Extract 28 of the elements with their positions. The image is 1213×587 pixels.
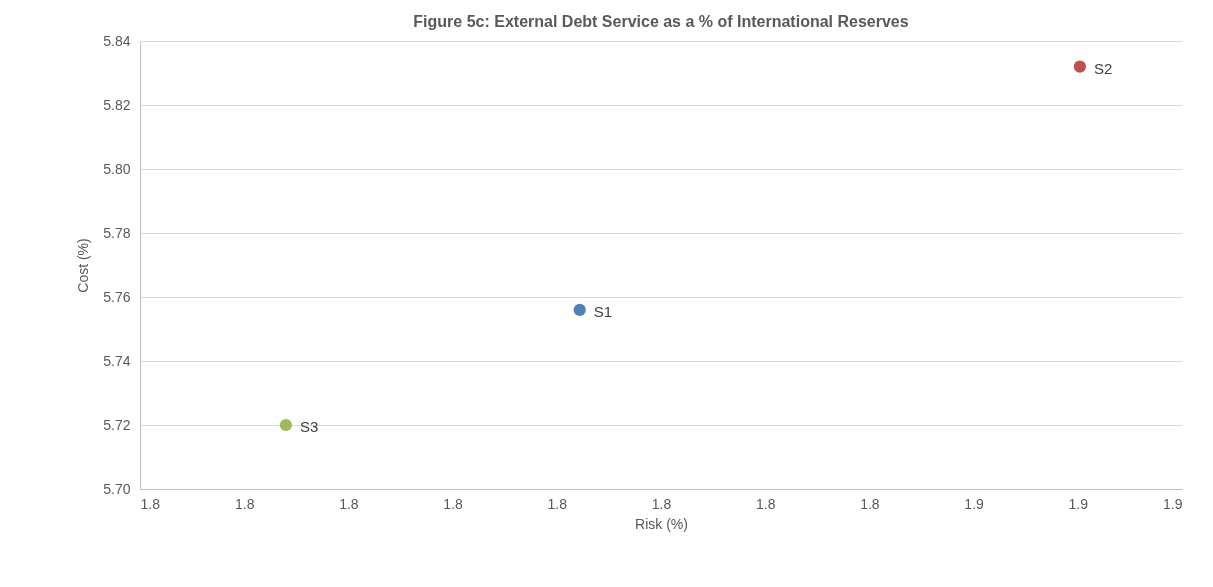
x-tick-label: 1.8 xyxy=(140,495,161,512)
x-tick-label: 1.8 xyxy=(755,495,776,512)
y-tick-label: 5.80 xyxy=(103,160,131,177)
x-tick-label: 1.9 xyxy=(1068,495,1089,512)
point xyxy=(279,418,292,432)
chart-title: Figure 5c: External Debt Service as a % of International Reserves xyxy=(413,13,909,30)
y-tick-label: 5.74 xyxy=(103,352,131,369)
x-tick-label: 1.8 xyxy=(234,495,255,512)
y-tick-label: 5.78 xyxy=(103,224,131,241)
x-tick-label: 1.8 xyxy=(339,495,359,512)
series-label: S3 xyxy=(299,418,319,435)
y-tick-label: 5.84 xyxy=(103,32,131,49)
x-tick-label: 1.8 xyxy=(651,495,672,512)
y-tick-label: 5.72 xyxy=(103,416,131,433)
x-tick-label: 1.9 xyxy=(1163,495,1183,512)
x-axis-title: Risk (%) xyxy=(635,515,688,532)
x-tick-label: 1.8 xyxy=(547,495,568,512)
y-tick-label: 5.76 xyxy=(103,288,131,305)
x-tick-label: 1.8 xyxy=(443,495,464,512)
point xyxy=(1073,60,1087,73)
series-label: S2 xyxy=(1093,59,1113,77)
point xyxy=(573,303,586,316)
series-label: S1 xyxy=(593,302,613,320)
x-tick-label: 1.9 xyxy=(964,495,985,512)
y-tick-label: 5.82 xyxy=(103,96,131,113)
x-tick-label: 1.8 xyxy=(860,495,880,512)
y-tick-label: 5.70 xyxy=(103,480,131,497)
y-axis-title: Cost (%) xyxy=(75,238,92,293)
